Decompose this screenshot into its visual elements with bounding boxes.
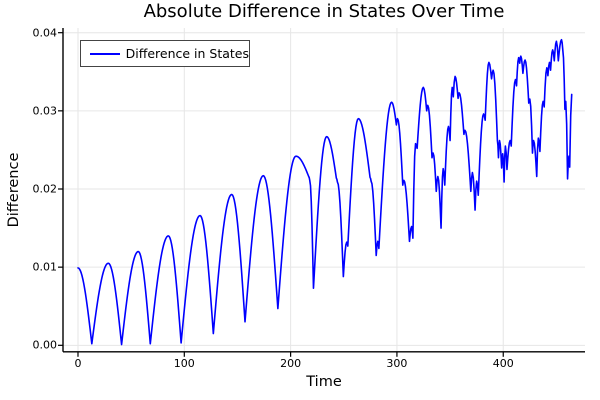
x-tick-label: 100 — [173, 357, 195, 370]
y-tick-label: 0.00 — [32, 338, 58, 352]
chart-title: Absolute Difference in States Over Time — [143, 1, 505, 22]
y-tick-label: 0.02 — [32, 182, 58, 196]
y-tick-label: 0.03 — [32, 104, 58, 118]
legend-label: Difference in States — [125, 46, 249, 61]
x-axis-label: Time — [306, 374, 342, 390]
y-tick-label: 0.01 — [32, 260, 58, 274]
x-tick-label: 300 — [386, 357, 408, 370]
y-axis-label: Difference — [6, 152, 22, 228]
x-tick-label: 200 — [280, 357, 302, 370]
x-tick-label: 400 — [492, 357, 514, 370]
legend: Difference in States — [80, 40, 250, 67]
x-tick-label: 0 — [74, 357, 82, 370]
legend-line-sample — [90, 52, 120, 55]
series-line — [77, 38, 573, 346]
y-tick-label: 0.04 — [32, 26, 58, 40]
